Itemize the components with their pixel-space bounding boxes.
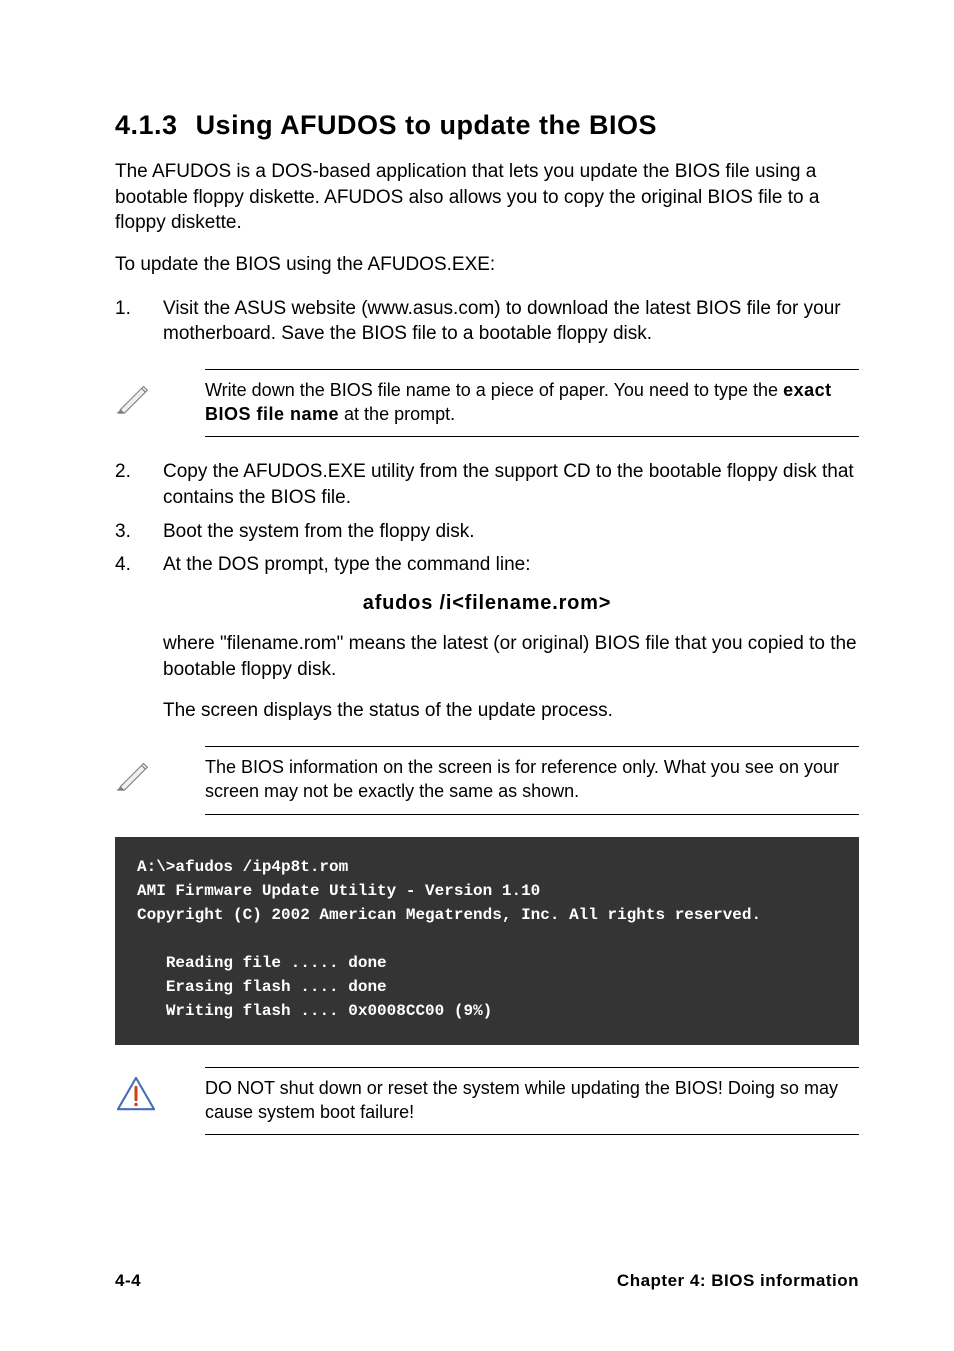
note-1-pre: Write down the BIOS file name to a piece… xyxy=(205,380,783,400)
step-2-body: Copy the AFUDOS.EXE utility from the sup… xyxy=(163,459,859,510)
step-1-body: Visit the ASUS website (www.asus.com) to… xyxy=(163,296,859,347)
note-2: The BIOS information on the screen is fo… xyxy=(115,746,859,815)
warning-icon xyxy=(115,1067,205,1113)
note-1-content: Write down the BIOS file name to a piece… xyxy=(205,369,859,438)
lead-paragraph: To update the BIOS using the AFUDOS.EXE: xyxy=(115,252,859,278)
terminal-output: A:\>afudos /ip4p8t.rom AMI Firmware Upda… xyxy=(115,837,859,1045)
step-1: 1. Visit the ASUS website (www.asus.com)… xyxy=(115,296,859,347)
warning-content: DO NOT shut down or reset the system whi… xyxy=(205,1067,859,1136)
step-1-number: 1. xyxy=(115,296,163,347)
step-4-number: 4. xyxy=(115,552,163,578)
intro-paragraph: The AFUDOS is a DOS-based application th… xyxy=(115,159,859,236)
section-number: 4.1.3 xyxy=(115,110,178,141)
note-2-content: The BIOS information on the screen is fo… xyxy=(205,746,859,815)
note-1: Write down the BIOS file name to a piece… xyxy=(115,369,859,438)
pencil-icon xyxy=(115,746,205,792)
footer-chapter: Chapter 4: BIOS information xyxy=(617,1271,859,1291)
page-footer: 4-4 Chapter 4: BIOS information xyxy=(115,1271,859,1291)
pencil-icon xyxy=(115,369,205,415)
section-heading: 4.1.3 Using AFUDOS to update the BIOS xyxy=(115,110,859,141)
after-command-2: The screen displays the status of the up… xyxy=(163,698,859,724)
step-3: 3. Boot the system from the floppy disk. xyxy=(115,519,859,545)
footer-page-number: 4-4 xyxy=(115,1271,141,1291)
after-command-1: where "filename.rom" means the latest (o… xyxy=(163,631,859,682)
step-2: 2. Copy the AFUDOS.EXE utility from the … xyxy=(115,459,859,510)
warning: DO NOT shut down or reset the system whi… xyxy=(115,1067,859,1136)
section-title: Using AFUDOS to update the BIOS xyxy=(196,110,658,140)
step-4-body: At the DOS prompt, type the command line… xyxy=(163,552,859,578)
step-2-number: 2. xyxy=(115,459,163,510)
note-1-post: at the prompt. xyxy=(339,404,455,424)
step-3-number: 3. xyxy=(115,519,163,545)
step-3-body: Boot the system from the floppy disk. xyxy=(163,519,859,545)
command-line: afudos /i<filename.rom> xyxy=(115,592,859,615)
step-4: 4. At the DOS prompt, type the command l… xyxy=(115,552,859,578)
